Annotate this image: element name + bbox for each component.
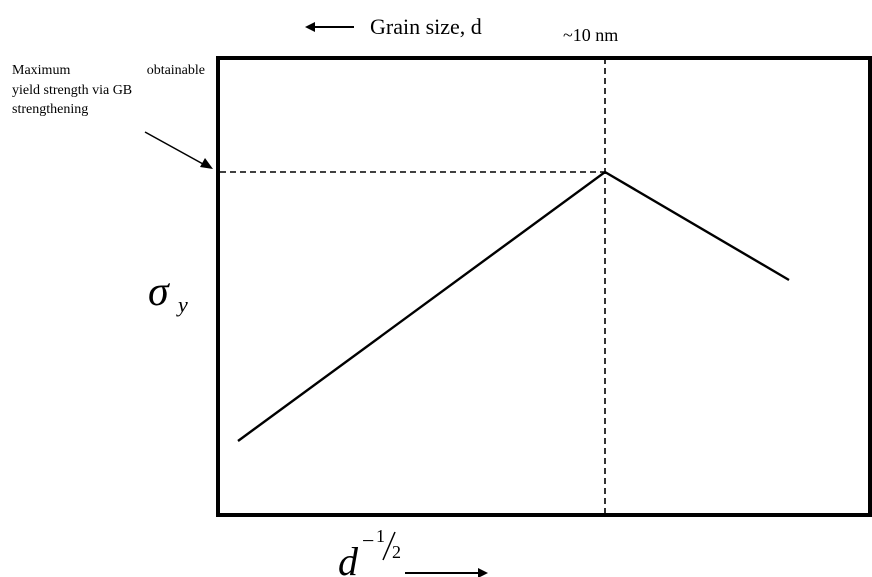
- grain-size-arrow: [305, 22, 354, 32]
- x-axis-exponent-num: 1: [376, 526, 385, 546]
- x-axis-exponent-sign: −: [362, 528, 374, 553]
- annotation-line-3: strengthening: [12, 102, 88, 117]
- sigma-symbol: σ: [148, 269, 171, 315]
- sigma-subscript: y: [176, 292, 188, 317]
- y-axis-label: σ y: [148, 269, 188, 317]
- x-axis-exponent-den: 2: [392, 542, 401, 562]
- x-axis-arrow: [405, 568, 488, 577]
- x-axis-label: d − 1 2: [338, 526, 401, 577]
- yield-strength-curve: [237, 170, 790, 442]
- x-axis-base: d: [338, 539, 359, 577]
- plot-frame: [216, 56, 872, 517]
- annotation-word-1: Maximum: [12, 63, 70, 78]
- annotation-pointer-arrow: [144, 131, 213, 169]
- x-axis-exponent-slash: [382, 531, 396, 561]
- annotation-word-2: obtainable: [147, 63, 205, 78]
- peak-grain-size-label: ~10 nm: [563, 25, 618, 45]
- annotation-text: Maximum obtainable yield strength via GB…: [12, 63, 205, 117]
- grain-size-label: Grain size, d: [370, 14, 482, 39]
- annotation-line-2: yield strength via GB: [12, 83, 132, 98]
